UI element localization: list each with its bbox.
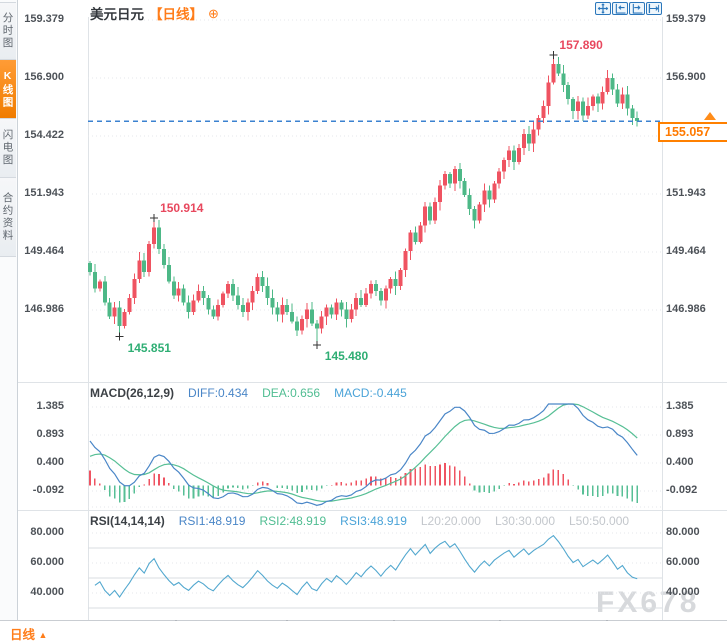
price-axis-label-right: 159.379 <box>666 13 706 25</box>
crosshair-button[interactable] <box>595 2 611 15</box>
rsi-axis-label-left: 40.000 <box>30 586 64 598</box>
pan-to-end-button[interactable] <box>629 2 645 15</box>
sidebar-tab-candlestick[interactable]: K线图 <box>0 59 16 119</box>
macd-dea-value: DEA:0.656 <box>262 386 321 400</box>
price-axis-label-left: 151.943 <box>24 187 64 199</box>
sidebar-tab-label: 合约资料 <box>1 192 14 242</box>
symbol-title: 美元日元 <box>90 7 144 22</box>
sidebar-tab-contract-info[interactable]: 合约资料 <box>0 177 16 257</box>
crosshair-icon <box>597 3 609 14</box>
plot-right-border <box>662 17 663 621</box>
macd-header: MACD(26,12,9) DIFF:0.434 DEA:0.656 MACD:… <box>90 386 407 400</box>
price-axis-label-right: 156.900 <box>666 71 706 83</box>
price-up-arrow-icon <box>704 112 716 120</box>
rsi-axis-label-right: 40.000 <box>666 586 700 598</box>
watermark: FX678 <box>596 586 700 619</box>
chart-header: 美元日元 【日线】 ⊕ <box>90 3 219 23</box>
price-macd-divider <box>17 382 727 383</box>
extreme-price-annotation: 150.914 <box>160 201 204 216</box>
extreme-price-annotation: 145.480 <box>324 349 369 364</box>
macd-diff-value: DIFF:0.434 <box>188 386 249 400</box>
rsi1-value: RSI1:48.919 <box>178 514 246 528</box>
settings-icon[interactable]: ⊕ <box>208 5 219 21</box>
sidebar-tab-label: K线图 <box>1 69 14 109</box>
price-axis-label-left: 149.464 <box>24 245 64 257</box>
pan-to-start-button[interactable] <box>612 2 628 15</box>
rsi3-value: RSI3:48.919 <box>340 514 407 528</box>
rsi-axis-label-right: 60.000 <box>666 556 700 568</box>
macd-hist-value: MACD:-0.445 <box>334 386 407 400</box>
rsi-name: RSI(14,14,14) <box>90 514 165 528</box>
sidebar-tab-lightning[interactable]: 闪电图 <box>0 118 16 178</box>
sidebar-tab-timeline[interactable]: 分时图 <box>0 2 16 60</box>
macd-axis-label-right: 0.893 <box>666 428 694 440</box>
rsi2-value: RSI2:48.919 <box>259 514 327 528</box>
chart-type-sidebar: 分时图 K线图 闪电图 合约资料 <box>0 0 18 620</box>
price-axis-label-left: 156.900 <box>24 71 64 83</box>
macd-rsi-divider <box>17 510 727 511</box>
price-axis-label-right: 146.986 <box>666 303 706 315</box>
chevron-up-icon: ▲ <box>38 630 48 640</box>
period-selector[interactable]: 日线 ▲ <box>10 624 47 641</box>
macd-axis-label-right: -0.092 <box>666 484 698 496</box>
period-selector-label: 日线 <box>10 628 36 641</box>
price-axis-label-right: 149.464 <box>666 245 706 257</box>
rsi-l20: L20:20.000 <box>420 514 481 528</box>
period-title: 【日线】 <box>149 7 203 22</box>
price-axis-label-left: 159.379 <box>24 13 64 25</box>
sidebar-tab-label: 分时图 <box>1 12 14 50</box>
price-axis-label-right: 151.943 <box>666 187 706 199</box>
rsi-l30: L30:30.000 <box>494 514 555 528</box>
plot-left-border <box>88 17 89 621</box>
macd-axis-label-right: 0.400 <box>666 456 694 468</box>
macd-axis-label-right: 1.385 <box>666 400 694 412</box>
step-forward-button[interactable] <box>646 2 662 15</box>
current-price-tag: 155.057 <box>658 122 727 142</box>
macd-axis-label-left: 0.400 <box>36 456 64 468</box>
pan-to-end-icon <box>632 3 643 14</box>
macd-axis-label-left: 1.385 <box>36 400 64 412</box>
rsi-axis-label-left: 60.000 <box>30 556 64 568</box>
extreme-price-annotation: 145.851 <box>127 340 171 355</box>
extreme-price-annotation: 157.890 <box>559 37 603 52</box>
x-axis-line <box>0 620 727 621</box>
rsi-l50: L50:50.000 <box>569 514 630 528</box>
x-axis-strip <box>0 621 727 641</box>
price-axis-label-left: 146.986 <box>24 303 64 315</box>
macd-name: MACD(26,12,9) <box>90 386 175 400</box>
macd-axis-label-left: -0.092 <box>32 484 64 496</box>
macd-axis-label-left: 0.893 <box>36 428 64 440</box>
rsi-axis-label-left: 80.000 <box>30 526 64 538</box>
current-price-value: 155.057 <box>665 125 711 139</box>
rsi-axis-label-right: 80.000 <box>666 526 700 538</box>
rsi-header: RSI(14,14,14) RSI1:48.919 RSI2:48.919 RS… <box>90 514 629 528</box>
step-forward-icon <box>648 3 660 14</box>
pan-to-start-icon <box>615 3 626 14</box>
price-axis-label-left: 154.422 <box>24 129 64 141</box>
sidebar-tab-label: 闪电图 <box>1 129 14 167</box>
